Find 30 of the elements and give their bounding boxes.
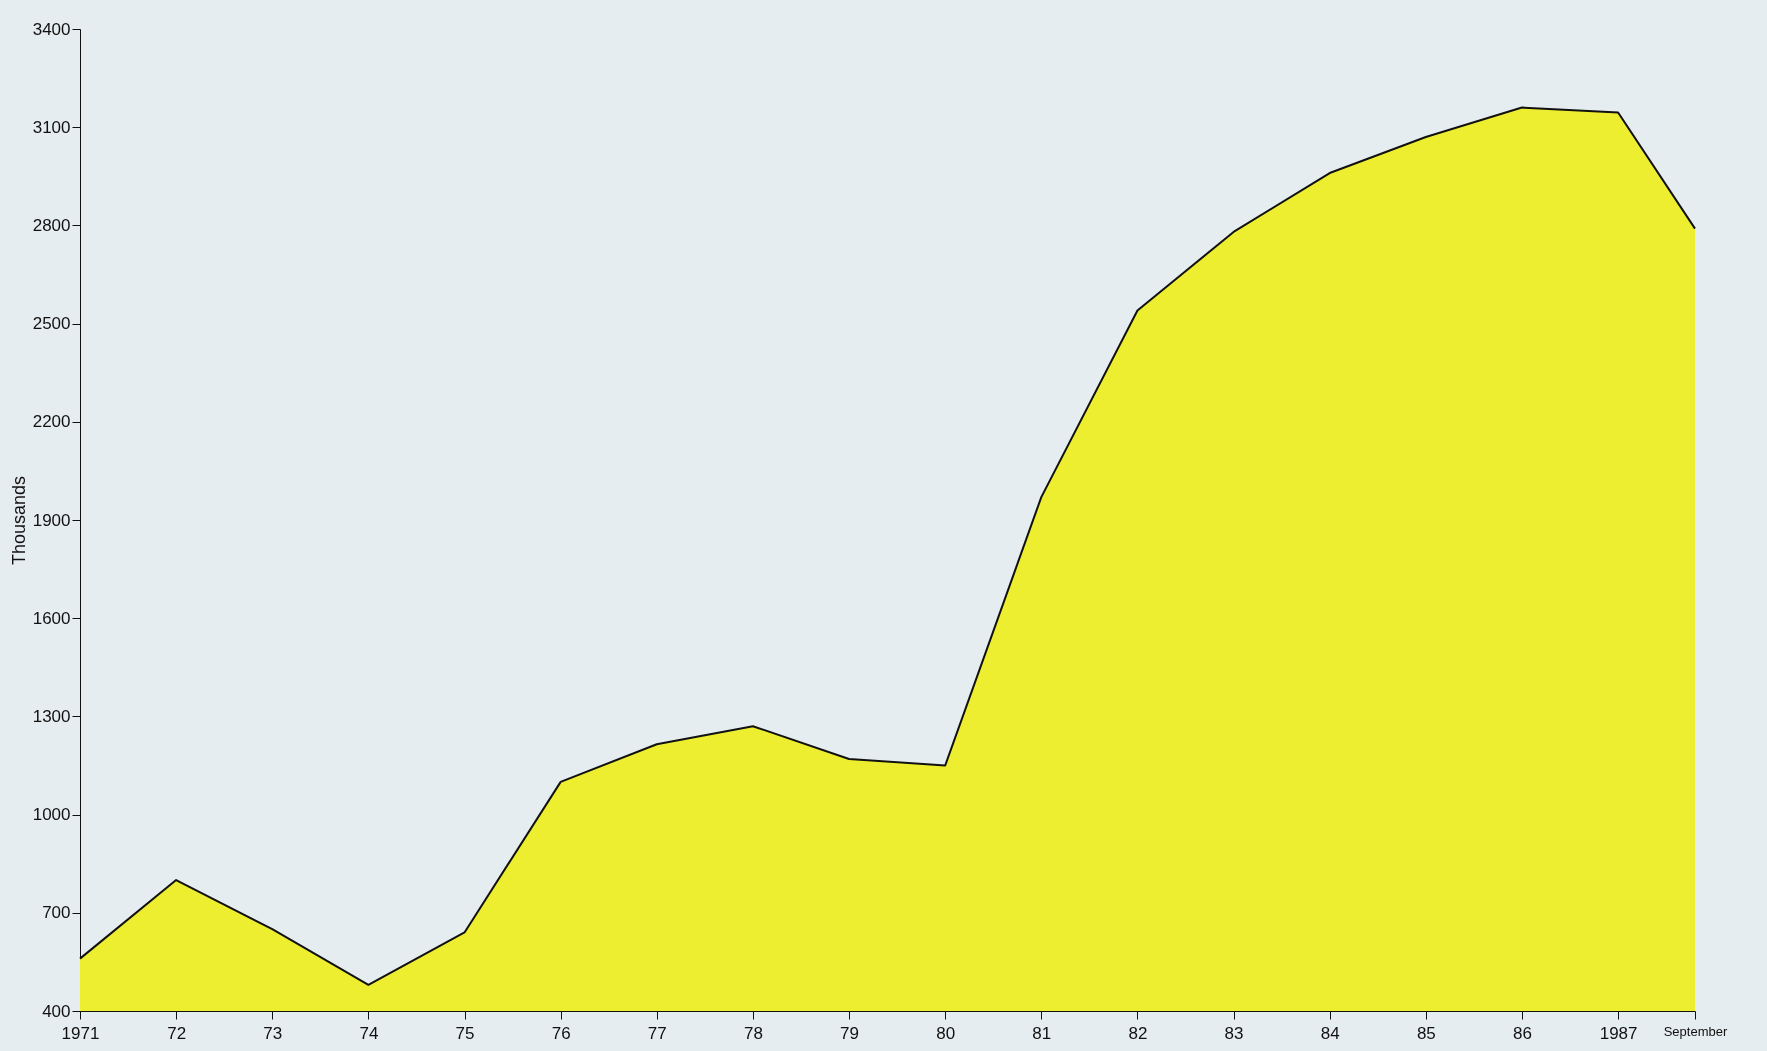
x-tick-label: 74	[359, 1023, 379, 1043]
x-tick-label: 79	[840, 1023, 860, 1043]
x-tick-label: 80	[936, 1023, 956, 1043]
x-tick-label: 86	[1513, 1023, 1532, 1043]
y-tick-label: 1000	[32, 805, 71, 825]
x-tick-label: 1987	[1599, 1023, 1638, 1043]
y-tick-label: 1600	[32, 608, 71, 628]
x-tick-label: 84	[1320, 1023, 1340, 1043]
y-axis-title: Thousands	[8, 475, 29, 566]
x-tick-label: 77	[647, 1023, 667, 1043]
x-tick-label: 83	[1224, 1023, 1244, 1043]
y-tick-label: 3400	[32, 19, 71, 39]
y-tick-label: 400	[42, 1001, 71, 1021]
y-tick-label: 2800	[32, 215, 71, 235]
y-tick-label: 700	[42, 903, 71, 923]
y-tick-label: 3100	[32, 117, 71, 137]
x-tick-label: 81	[1032, 1023, 1052, 1043]
x-tick-label: 73	[263, 1023, 283, 1043]
x-tick-label: 72	[167, 1023, 187, 1043]
x-tick-label: 75	[455, 1023, 475, 1043]
y-tick-label: 1300	[32, 706, 71, 726]
y-tick-label: 1900	[32, 510, 71, 530]
x-tick-label: 85	[1416, 1023, 1436, 1043]
x-tick-label: 76	[551, 1023, 571, 1043]
y-tick-label: 2500	[32, 314, 71, 334]
x-tick-label: 1971	[61, 1023, 100, 1043]
x-tick-label: 78	[743, 1023, 763, 1043]
y-tick-label: 2200	[32, 412, 71, 432]
x-tick-label: 82	[1128, 1023, 1148, 1043]
x-tick-label: September	[1663, 1023, 1728, 1039]
